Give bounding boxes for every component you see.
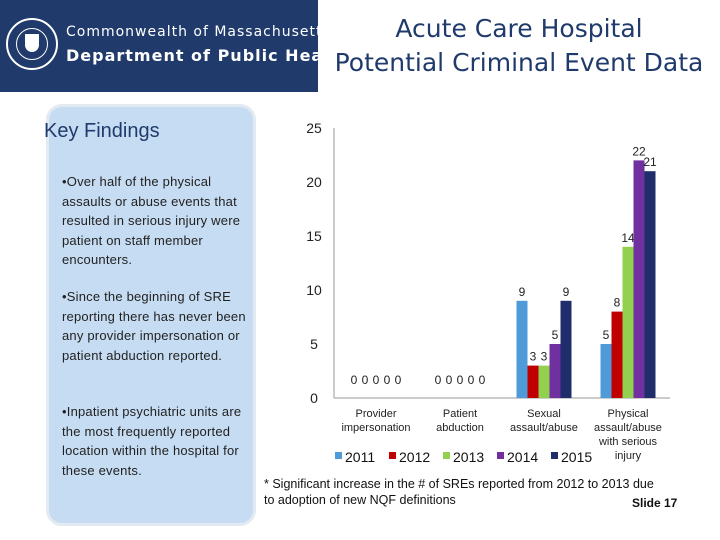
dph-logo: Commonwealth of Massachusetts Department… <box>0 14 350 76</box>
x-category-label: Provider <box>356 408 397 420</box>
y-tick-label: 25 <box>306 120 322 136</box>
data-label: 0 <box>373 373 380 387</box>
page-title-line-1: Acute Care Hospital <box>395 14 643 43</box>
y-tick-label: 15 <box>306 228 322 244</box>
x-category-label: Physical <box>608 408 649 420</box>
data-label: 0 <box>395 373 402 387</box>
legend-label: 2015 <box>561 449 592 465</box>
x-category-label: with serious <box>598 436 658 448</box>
data-label: 21 <box>643 155 657 169</box>
key-findings-title: Key Findings <box>44 120 160 142</box>
data-label: 8 <box>614 296 621 310</box>
data-label: 0 <box>362 373 369 387</box>
bar <box>560 300 572 398</box>
bar <box>549 344 561 398</box>
data-label: 0 <box>384 373 391 387</box>
bar <box>600 344 612 398</box>
x-category-label: assault/abuse <box>594 422 662 434</box>
y-tick-label: 5 <box>310 336 318 352</box>
legend-swatch <box>335 452 342 459</box>
bar <box>622 246 634 398</box>
data-label: 0 <box>446 373 453 387</box>
bar <box>538 365 550 398</box>
key-finding-2: •Since the beginning of SRE reporting th… <box>62 289 246 363</box>
data-label: 9 <box>519 285 526 299</box>
data-label: 5 <box>552 328 559 342</box>
key-findings-panel <box>46 104 256 526</box>
data-label: 22 <box>632 144 646 158</box>
x-category-label: Patient <box>443 408 477 420</box>
x-category-label: impersonation <box>341 422 410 434</box>
y-tick-label: 10 <box>306 282 322 298</box>
bar <box>516 300 528 398</box>
logo-line-1: Commonwealth of Massachusetts <box>66 24 331 40</box>
x-category-label: Sexual <box>527 408 561 420</box>
legend-label: 2013 <box>453 449 484 465</box>
legend-swatch <box>443 452 450 459</box>
bar <box>527 365 539 398</box>
y-tick-label: 20 <box>306 174 322 190</box>
title-area: Acute Care Hospital Potential Criminal E… <box>318 0 720 92</box>
footnote: * Significant increase in the # of SREs … <box>264 477 654 507</box>
data-label: 14 <box>621 231 635 245</box>
legend-label: 2011 <box>345 449 375 465</box>
key-finding-3: •Inpatient psychiatric units are the mos… <box>62 404 242 478</box>
bar <box>633 160 645 398</box>
data-label: 0 <box>468 373 475 387</box>
legend-label: 2014 <box>507 449 538 465</box>
x-category-label: injury <box>615 450 642 462</box>
data-label: 5 <box>603 328 610 342</box>
x-category-label: abduction <box>436 422 484 434</box>
bar <box>644 171 656 398</box>
data-label: 0 <box>435 373 442 387</box>
data-label: 0 <box>351 373 358 387</box>
legend-swatch <box>551 452 558 459</box>
legend-swatch <box>389 452 396 459</box>
x-category-label: assault/abuse <box>510 422 578 434</box>
bar <box>611 311 623 398</box>
slide-number: Slide 17 <box>632 496 678 510</box>
page-title-line-2: Potential Criminal Event Data <box>334 48 704 77</box>
data-label: 3 <box>541 350 548 364</box>
data-label: 0 <box>479 373 486 387</box>
logo-line-2: Department of Public Health <box>66 46 351 65</box>
data-label: 0 <box>457 373 464 387</box>
legend-swatch <box>497 452 504 459</box>
legend-label: 2012 <box>399 449 430 465</box>
data-label: 3 <box>530 350 537 364</box>
data-label: 9 <box>563 285 570 299</box>
key-finding-1: •Over half of the physical assaults or a… <box>62 174 241 267</box>
y-tick-label: 0 <box>310 390 318 406</box>
state-seal-icon <box>6 18 58 70</box>
